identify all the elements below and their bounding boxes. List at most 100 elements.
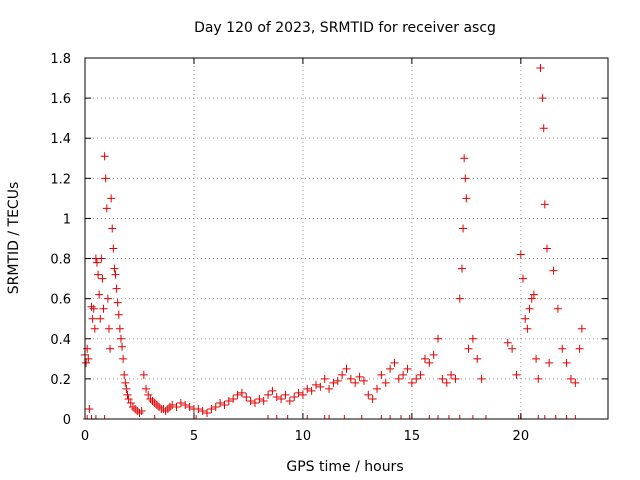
data-point [89,304,98,313]
data-point [115,324,124,333]
data-point [512,370,521,379]
data-point-zero [434,415,443,420]
data-point-zero [396,415,405,420]
data-point [359,376,368,385]
data-point [394,374,403,383]
data-point-zero [325,415,334,420]
data-point-zero [150,415,159,420]
data-point [477,374,486,383]
data-point [163,404,172,413]
data-point [94,270,103,279]
data-point [121,378,130,387]
data-point [390,358,399,367]
grid [85,58,608,419]
data-point [95,290,104,299]
data-point [457,264,466,273]
x-tick-label: 15 [404,429,421,444]
data-point [516,250,525,259]
y-tick-label: 1.4 [50,132,71,147]
data-point [109,244,118,253]
data-point [534,374,543,383]
y-tick-label: 0.6 [50,293,71,308]
data-point [224,396,233,405]
data-point [519,274,528,283]
data-point [106,344,115,353]
data-point [104,324,113,333]
data-point [429,350,438,359]
data-point [294,388,303,397]
data-point [142,384,151,393]
data-point [88,314,97,323]
data-point [377,370,386,379]
y-tick-label: 1.8 [50,52,71,67]
data-point [281,390,290,399]
data-point [442,378,451,387]
data-point-zero [100,415,109,420]
data-point [532,354,541,363]
data-point [135,408,144,417]
data-point [540,200,549,209]
x-tick-label: 20 [513,429,530,444]
data-point [259,396,268,405]
data-point-zero [571,415,580,420]
data-point [113,298,122,307]
data-point [98,274,107,283]
data-point [325,384,334,393]
data-point [207,404,216,413]
data-point [311,380,320,389]
data-point [298,390,307,399]
data-point [198,406,207,415]
data-point [459,224,468,233]
data-point [571,378,580,387]
data-point [539,124,548,133]
data-point [455,294,464,303]
data-point [538,94,547,103]
data-point-zero [405,415,414,420]
data-point [434,334,443,343]
data-point [114,310,123,319]
data-point [102,204,111,213]
data-point [118,342,127,351]
data-point [112,284,121,293]
data-point [364,390,373,399]
data-point [103,294,112,303]
x-axis-title: GPS time / hours [286,459,403,475]
data-point [87,302,96,311]
data-point [461,174,470,183]
data-point [122,384,131,393]
data-point [416,370,425,379]
data-point-zero [192,415,201,420]
data-point [216,398,225,407]
data-point [255,394,264,403]
data-point [438,374,447,383]
data-point [346,374,355,383]
data-point [460,154,469,163]
data-point [536,64,545,73]
data-point [403,364,412,373]
data-point-zero [444,415,453,420]
data-point [303,384,312,393]
data-point [126,398,135,407]
data-point [412,374,421,383]
data-point [527,294,536,303]
data-point [168,400,177,409]
data-point [320,374,329,383]
data-point [545,358,554,367]
data-point [529,290,538,299]
data-point [542,244,551,253]
data-point [111,270,120,279]
data-point [131,404,140,413]
plot-frame [84,57,609,420]
data-point [110,264,119,273]
data-point-zero [87,415,96,420]
data-point [525,304,534,313]
data-point-zero [340,415,349,420]
data-point [307,386,316,395]
data-point [99,304,108,313]
data-point [146,394,155,403]
data-point [172,402,181,411]
y-tick-label: 0 [63,413,71,428]
data-point [329,378,338,387]
data-point [233,390,242,399]
data-point [161,406,170,415]
